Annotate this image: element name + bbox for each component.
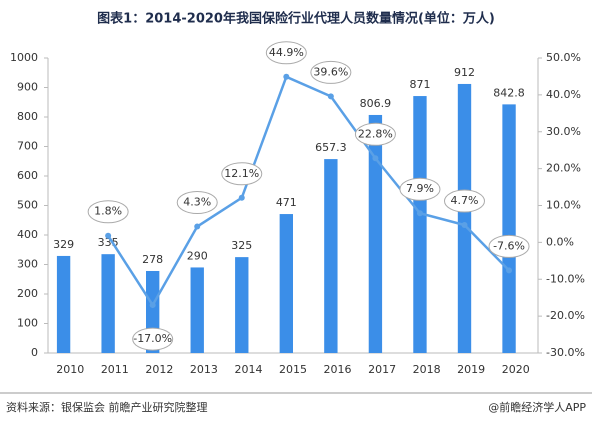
label-bubble (444, 189, 485, 213)
label-bubble (176, 191, 218, 215)
x-tick-label: 2012 (145, 363, 173, 376)
line-point (506, 267, 513, 274)
bar-label: 657.3 (315, 141, 347, 154)
y-tick-label: 1000 (10, 51, 38, 64)
label-bubble (132, 327, 174, 351)
chart-title: 图表1：2014-2020年我国保险行业代理人员数量情况(单位：万人) (97, 11, 495, 27)
x-tick-label: 2016 (324, 363, 352, 376)
x-tick-label: 2017 (368, 363, 396, 376)
x-tick-label: 2014 (234, 363, 262, 376)
y-tick-label: 200 (17, 287, 38, 300)
line-point (416, 210, 423, 217)
bar (235, 257, 249, 353)
y2-tick-label: 20.0% (546, 162, 581, 175)
label-bubble (221, 162, 263, 186)
bar (457, 83, 472, 354)
bar (56, 255, 71, 353)
y-tick-label: 0 (31, 346, 38, 359)
y-tick-label: 700 (17, 140, 38, 153)
bar-label: 806.9 (360, 97, 392, 110)
label-bubble (399, 177, 441, 201)
y-tick-label: 500 (17, 199, 38, 212)
line (107, 75, 510, 308)
y2-tick-label: -30.0% (546, 346, 585, 359)
y-tick-label: 600 (17, 169, 38, 182)
y-tick-label: 400 (17, 228, 38, 241)
line-point (105, 232, 112, 239)
label-bubble (488, 234, 530, 258)
line-point (372, 155, 379, 162)
y2-tick-label: 30.0% (546, 125, 581, 138)
credit: @前瞻经济学人APP (488, 400, 586, 414)
bar (324, 159, 338, 353)
line-point (327, 93, 334, 100)
line-label: 44.9% (269, 46, 304, 59)
bar (190, 267, 204, 353)
bar-label: 912 (454, 66, 475, 79)
x-tick-label: 2011 (101, 363, 129, 376)
line-label: 4.7% (451, 194, 479, 207)
line-label: -17.0% (133, 332, 172, 345)
y2-tick-label: -20.0% (546, 309, 585, 322)
label-bubble (310, 60, 352, 84)
bar-label: 842.8 (493, 86, 525, 99)
bar-label: 278 (142, 253, 163, 266)
bar-label: 871 (409, 78, 430, 91)
bar (413, 96, 427, 354)
line-label: 4.3% (183, 196, 211, 209)
line-point (238, 194, 245, 201)
label-bubble (87, 200, 129, 224)
x-tick-label: 2018 (413, 363, 441, 376)
y-tick-label: 100 (17, 317, 38, 330)
y2-tick-label: 40.0% (546, 88, 581, 101)
line-point (461, 222, 468, 229)
bar (368, 114, 383, 353)
y2-tick-label: 50.0% (546, 51, 581, 64)
bar-label: 325 (231, 239, 252, 252)
y-tick-label: 300 (17, 258, 38, 271)
x-tick-label: 2010 (56, 363, 84, 376)
bar-label: 290 (187, 249, 208, 262)
y2-tick-label: 0.0% (546, 235, 574, 248)
label-bubble (354, 122, 396, 146)
line-point (194, 223, 201, 230)
bar (279, 214, 293, 353)
x-tick-label: 2019 (457, 363, 485, 376)
y2-tick-label: -10.0% (546, 272, 585, 285)
line-label: 1.8% (94, 205, 122, 218)
x-tick-label: 2013 (190, 363, 218, 376)
x-tick-label: 2015 (279, 363, 307, 376)
line-point (149, 302, 156, 309)
y-tick-label: 900 (17, 81, 38, 94)
label-bubble (265, 41, 307, 65)
bar-label: 329 (53, 238, 74, 251)
line-label: 12.1% (224, 167, 259, 180)
y2-tick-label: 10.0% (546, 199, 581, 212)
line-label: 7.9% (406, 182, 434, 195)
bar (502, 104, 516, 354)
x-tick-label: 2020 (502, 363, 530, 376)
source: 资料来源：银保监会 前瞻产业研究院整理 (6, 400, 208, 414)
bar (101, 254, 115, 353)
line-point (283, 73, 290, 80)
line-label: -7.6% (493, 239, 525, 252)
line-label: 39.6% (313, 65, 348, 78)
line-label: 22.8% (358, 127, 393, 140)
bar-label: 471 (276, 196, 297, 209)
y-tick-label: 800 (17, 110, 38, 123)
